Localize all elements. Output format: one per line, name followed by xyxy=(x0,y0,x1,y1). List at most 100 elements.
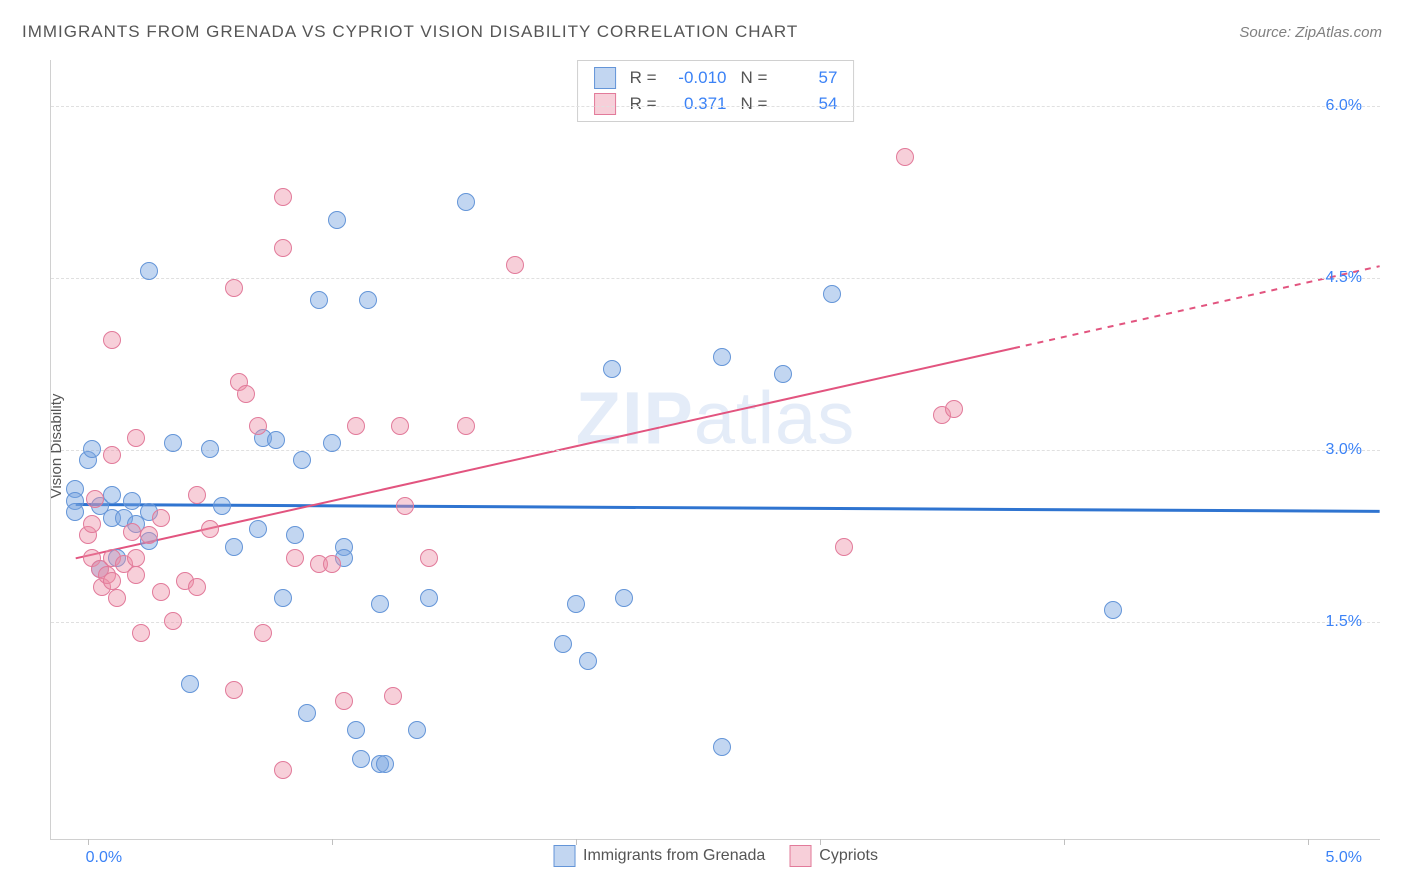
gridline xyxy=(51,622,1380,623)
cypriots-point xyxy=(274,239,292,257)
grenada-point xyxy=(293,451,311,469)
cypriots-point xyxy=(506,256,524,274)
cypriots-point xyxy=(254,624,272,642)
cypriots-point xyxy=(347,417,365,435)
cypriots-point xyxy=(164,612,182,630)
cypriots-point xyxy=(201,520,219,538)
grenada-swatch xyxy=(594,67,616,89)
grenada-point xyxy=(1104,601,1122,619)
stats-row-grenada: R =-0.010N =57 xyxy=(594,65,838,91)
legend-label: Immigrants from Grenada xyxy=(583,847,765,865)
grenada-point xyxy=(181,675,199,693)
n-label: N = xyxy=(741,94,768,114)
y-tick-label: 1.5% xyxy=(1326,613,1362,631)
grenada-point xyxy=(352,750,370,768)
cypriots-swatch xyxy=(594,93,616,115)
grenada-point xyxy=(603,360,621,378)
x-tick xyxy=(1064,839,1065,845)
cypriots-point xyxy=(274,188,292,206)
cypriots-point xyxy=(384,687,402,705)
cypriots-point xyxy=(396,497,414,515)
cypriots-point xyxy=(127,566,145,584)
cypriots-point xyxy=(335,692,353,710)
grenada-point xyxy=(567,595,585,613)
cypriots-point xyxy=(274,761,292,779)
legend-item-cypriots: Cypriots xyxy=(789,845,878,867)
gridline xyxy=(51,278,1380,279)
cypriots-point xyxy=(457,417,475,435)
grenada-point xyxy=(66,503,84,521)
x-tick-label: 5.0% xyxy=(1326,849,1362,867)
grenada-point xyxy=(713,348,731,366)
y-tick-label: 4.5% xyxy=(1326,269,1362,287)
grenada-point xyxy=(123,492,141,510)
cypriots-point xyxy=(835,538,853,556)
cypriots-point xyxy=(86,490,104,508)
legend-item-grenada: Immigrants from Grenada xyxy=(553,845,765,867)
grenada-point xyxy=(298,704,316,722)
grenada-point xyxy=(267,431,285,449)
grenada-point xyxy=(83,440,101,458)
chart-title: IMMIGRANTS FROM GRENADA VS CYPRIOT VISIO… xyxy=(22,22,798,42)
grenada-point xyxy=(376,755,394,773)
grenada-point xyxy=(225,538,243,556)
cypriots-point xyxy=(123,523,141,541)
n-value: 54 xyxy=(781,94,837,114)
grenada-point xyxy=(164,434,182,452)
grenada-point xyxy=(140,262,158,280)
y-tick-label: 3.0% xyxy=(1326,441,1362,459)
n-label: N = xyxy=(741,68,768,88)
cypriots-point xyxy=(225,279,243,297)
cypriots-point xyxy=(896,148,914,166)
x-tick xyxy=(332,839,333,845)
cypriots-point xyxy=(286,549,304,567)
cypriots-point xyxy=(132,624,150,642)
r-label: R = xyxy=(630,68,657,88)
n-value: 57 xyxy=(781,68,837,88)
x-tick xyxy=(1308,839,1309,845)
r-value: 0.371 xyxy=(671,94,727,114)
grenada-point xyxy=(554,635,572,653)
grenada-point xyxy=(328,211,346,229)
grenada-point xyxy=(347,721,365,739)
cypriots-point xyxy=(249,417,267,435)
cypriots-point xyxy=(127,549,145,567)
cypriots-swatch xyxy=(789,845,811,867)
source-name: ZipAtlas.com xyxy=(1295,24,1382,41)
grenada-point xyxy=(408,721,426,739)
cypriots-point xyxy=(108,589,126,607)
grenada-point xyxy=(579,652,597,670)
cypriots-point xyxy=(127,429,145,447)
x-tick-label: 0.0% xyxy=(86,849,122,867)
scatter-plot: ZIPatlas R =-0.010N =57R =0.371N =54 Imm… xyxy=(50,60,1380,840)
cypriots-point xyxy=(420,549,438,567)
correlation-stats-box: R =-0.010N =57R =0.371N =54 xyxy=(577,60,855,122)
grenada-point xyxy=(201,440,219,458)
gridline xyxy=(51,450,1380,451)
series-legend: Immigrants from Grenada Cypriots xyxy=(553,845,878,867)
grenada-point xyxy=(823,285,841,303)
legend-label: Cypriots xyxy=(819,847,878,865)
cypriots-point xyxy=(188,578,206,596)
x-tick xyxy=(576,839,577,845)
r-label: R = xyxy=(630,94,657,114)
cypriots-point xyxy=(103,331,121,349)
cypriots-point xyxy=(152,583,170,601)
x-tick xyxy=(820,839,821,845)
grenada-point xyxy=(420,589,438,607)
cypriots-point xyxy=(103,572,121,590)
cypriots-point xyxy=(140,526,158,544)
grenada-point xyxy=(213,497,231,515)
gridline xyxy=(51,106,1380,107)
cypriots-point xyxy=(225,681,243,699)
cypriots-point xyxy=(152,509,170,527)
grenada-point xyxy=(323,434,341,452)
grenada-point xyxy=(286,526,304,544)
stats-row-cypriots: R = 0.371 N = 54 xyxy=(594,91,838,117)
grenada-point xyxy=(713,738,731,756)
grenada-point xyxy=(274,589,292,607)
grenada-point xyxy=(310,291,328,309)
source-attribution: Source: ZipAtlas.com xyxy=(1239,24,1382,41)
grenada-point xyxy=(457,193,475,211)
cypriots-point xyxy=(237,385,255,403)
